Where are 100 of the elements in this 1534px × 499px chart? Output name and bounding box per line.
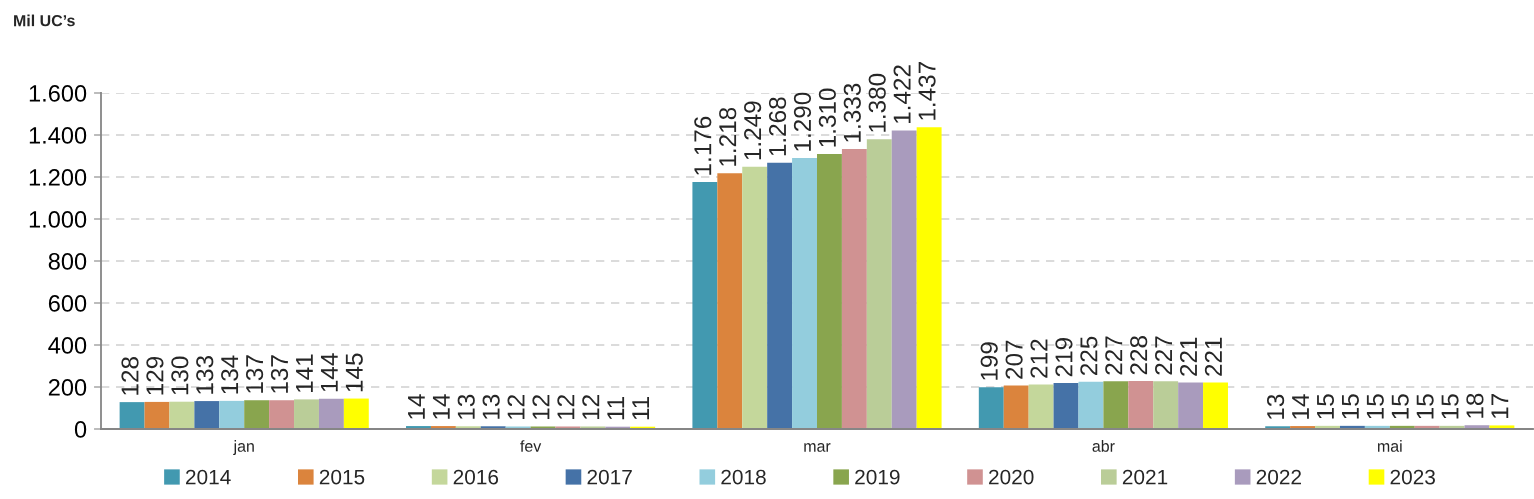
y-tick-label: 800 xyxy=(48,253,87,270)
y-tick-label: 1.600 xyxy=(29,85,87,102)
data-label: 221 xyxy=(1204,337,1222,376)
bar xyxy=(194,401,220,429)
bar xyxy=(119,402,145,429)
data-label: 228 xyxy=(1130,336,1148,375)
bar xyxy=(219,400,245,429)
bar xyxy=(1203,382,1228,429)
data-label: 17 xyxy=(1491,394,1509,419)
bar xyxy=(1178,382,1204,429)
data-label: 11 xyxy=(607,397,625,420)
data-label: 145 xyxy=(345,353,363,392)
data-label: 1.290 xyxy=(793,92,812,151)
y-tick-label: 200 xyxy=(48,379,87,396)
data-label: 225 xyxy=(1080,336,1098,375)
bar xyxy=(841,149,867,429)
data-label: 1.422 xyxy=(893,65,911,123)
data-label: 129 xyxy=(146,356,164,395)
data-label: 14 xyxy=(408,394,425,419)
data-label: 1.249 xyxy=(744,101,762,160)
bar xyxy=(1028,384,1054,429)
bar xyxy=(817,153,842,429)
x-tick-label: abr xyxy=(1092,440,1115,452)
bar xyxy=(269,400,295,429)
y-tick-label: 600 xyxy=(48,295,87,312)
bar xyxy=(717,173,743,429)
legend-label: 2015 xyxy=(319,469,365,485)
bar xyxy=(767,162,793,429)
bar xyxy=(343,398,369,429)
data-label: 1.218 xyxy=(719,107,737,166)
data-label: 12 xyxy=(557,395,575,420)
bar xyxy=(866,139,892,429)
data-label: 1.437 xyxy=(918,62,936,120)
data-label: 12 xyxy=(582,395,600,420)
bar xyxy=(1078,381,1104,429)
data-label: 15 xyxy=(1366,394,1384,419)
data-label: 137 xyxy=(245,355,264,393)
data-label: 12 xyxy=(507,395,525,420)
legend-label: 2021 xyxy=(1122,469,1168,485)
data-label: 14 xyxy=(432,394,450,419)
data-label: 13 xyxy=(482,394,500,419)
bar xyxy=(244,400,270,429)
y-tick-label: 400 xyxy=(48,337,87,354)
y-tick-label: 0 xyxy=(74,421,87,438)
bar xyxy=(692,182,718,429)
data-label: 15 xyxy=(1341,394,1359,419)
data-label: 15 xyxy=(1391,394,1409,419)
data-label: 15 xyxy=(1416,394,1434,419)
data-label: 11 xyxy=(632,397,650,420)
data-label: 227 xyxy=(1105,336,1123,375)
bar xyxy=(978,387,1004,429)
bar xyxy=(742,166,768,429)
legend-label: 2017 xyxy=(587,469,632,485)
data-label: 14 xyxy=(1292,394,1309,419)
data-label: 1.380 xyxy=(868,73,886,132)
legend-label: 2016 xyxy=(453,469,499,485)
bar xyxy=(916,127,942,429)
bar xyxy=(1103,381,1129,429)
data-label: 221 xyxy=(1179,337,1197,376)
legend-label: 2023 xyxy=(1390,469,1435,485)
data-label: 137 xyxy=(270,355,289,393)
data-label: 1.310 xyxy=(818,88,836,147)
data-label: 12 xyxy=(532,395,550,420)
data-label: 1.268 xyxy=(768,97,787,156)
data-label: 134 xyxy=(221,355,239,394)
data-label: 13 xyxy=(457,394,475,419)
x-tick-label: fev xyxy=(520,440,542,452)
data-label: 15 xyxy=(1317,394,1335,419)
x-tick-label: mar xyxy=(804,443,831,452)
bar xyxy=(169,401,195,429)
y-tick-label: 1.000 xyxy=(29,211,87,228)
data-label: 13 xyxy=(1266,394,1285,419)
data-label: 199 xyxy=(980,342,998,380)
x-tick-label: jan xyxy=(233,440,254,455)
y-axis-title: Mil UC’s xyxy=(14,14,75,27)
data-label: 141 xyxy=(296,354,313,392)
legend-label: 2022 xyxy=(1256,469,1301,485)
bar xyxy=(144,401,170,429)
data-label: 133 xyxy=(196,356,214,394)
data-label: 18 xyxy=(1466,393,1484,418)
bar xyxy=(294,399,319,429)
data-label: 15 xyxy=(1441,394,1459,419)
data-label: 227 xyxy=(1155,336,1172,375)
data-label: 212 xyxy=(1030,339,1048,378)
bar xyxy=(1053,383,1079,429)
data-label: 1.333 xyxy=(843,83,861,142)
y-tick-label: 1.400 xyxy=(29,127,87,144)
bar xyxy=(792,158,817,429)
bar xyxy=(891,130,917,429)
bar xyxy=(318,398,344,429)
data-label: 219 xyxy=(1055,338,1073,377)
data-label: 144 xyxy=(320,353,338,392)
data-label: 207 xyxy=(1005,340,1023,379)
data-label: 128 xyxy=(121,357,139,395)
legend-label: 2018 xyxy=(721,469,766,485)
data-label: 1.176 xyxy=(694,116,712,175)
bar xyxy=(1153,381,1179,429)
data-label: 130 xyxy=(171,356,189,395)
legend-label: 2014 xyxy=(186,469,231,485)
bar xyxy=(1128,381,1154,429)
